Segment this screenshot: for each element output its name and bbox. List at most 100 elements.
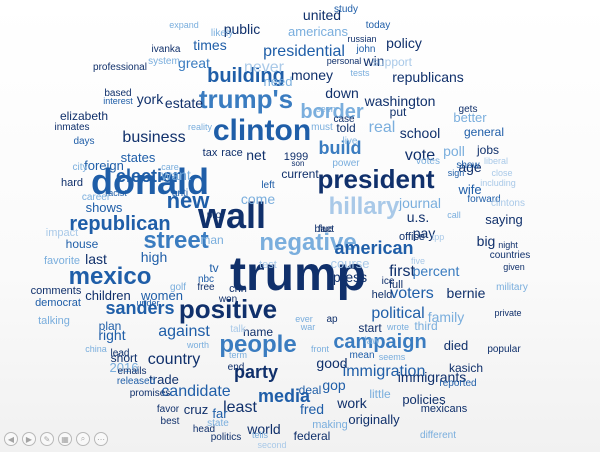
word-russian: russian [347,34,376,44]
word-money: money [291,67,333,83]
word-ivanka: ivanka [152,44,181,55]
word-come: come [241,191,275,207]
word-liberal: liberal [484,156,508,166]
word-released: released [117,376,155,387]
word-york: york [137,91,164,107]
word-reported: reported [439,378,476,389]
word-country: country [148,351,200,368]
word-gop: gop [322,377,346,393]
previous-slide-button[interactable]: ◀ [4,432,18,446]
word-americans: americans [288,24,348,39]
word-live: live [342,136,357,147]
word-children: children [85,288,131,303]
word-clintons: clintons [491,198,525,209]
word-front: front [311,344,330,354]
word-worth: worth [186,340,209,350]
previous-icon: ◀ [8,435,14,444]
word-case: case [333,114,355,125]
word-elizabeth: elizabeth [60,109,108,123]
word-press: press [333,269,367,285]
word-third: third [414,319,437,333]
word-second: second [257,440,286,450]
word-poll: poll [443,143,465,159]
word-clinton: clinton [213,114,311,147]
zoom-button[interactable]: ⌕ [76,432,90,446]
word-seems: seems [379,352,406,362]
word-house: house [66,237,99,251]
word-care: care [161,162,179,172]
word-foreign: foreign [84,158,124,173]
word-down: down [325,85,358,101]
word-expand: expand [169,20,199,30]
word-kasich: kasich [449,361,483,375]
word-name: name [243,325,273,339]
word-wrote: wrote [386,322,409,332]
word-business: business [122,129,185,146]
word-anti: anti [172,188,188,199]
word-least: least [223,399,257,416]
word-end: end [228,362,245,373]
word-race: race [221,147,242,159]
word-favorite: favorite [44,255,80,267]
word-deal: deal [299,383,322,397]
word-left: left [261,180,275,191]
word-inmates: inmates [54,122,89,133]
word-times: times [193,37,226,53]
next-slide-button[interactable]: ▶ [22,432,36,446]
word-full: full [389,279,403,291]
word-republicans: republicans [392,69,464,85]
slide-sorter-button[interactable]: ▦ [58,432,72,446]
word-tv: tv [209,261,218,275]
word-bernie: bernie [447,285,486,301]
word-put: put [390,105,407,119]
word-china: china [85,344,107,354]
word-john: john [356,44,376,55]
word-must: must [311,122,333,133]
word-today: today [366,20,390,31]
word-interest: interest [103,96,133,106]
word-current: current [281,167,319,181]
word-won: won [218,294,237,305]
word-saying: saying [485,212,523,227]
word-originally: originally [348,412,400,427]
word-close: close [491,168,512,178]
word-private: private [494,308,521,318]
word-u-s-: u.s. [407,209,430,225]
word-golf: golf [170,282,186,293]
word-hillary: hillary [329,193,400,220]
edit-button[interactable]: ✎ [40,432,54,446]
word-democrat: democrat [35,297,81,309]
word-career: career [82,192,111,203]
word-ever: ever [295,314,313,324]
word-policy: policy [386,35,422,51]
word-study: study [334,4,358,15]
word-hard: hard [61,177,83,189]
word-died: died [444,338,469,353]
word-test: test [259,259,277,271]
word-start: start [358,321,382,335]
word-term: term [229,350,247,360]
word-mean: mean [349,350,374,361]
word-popular: popular [487,344,521,355]
word-politics: politics [211,432,242,443]
word-federal: federal [294,429,331,443]
word-need: need [264,74,293,89]
slideshow-toolbar: ◀ ▶ ✎ ▦ ⌕ ⋯ [4,432,108,446]
word-likely: likely [211,28,233,39]
word-net: net [246,147,266,163]
word-lead: lead [111,348,130,359]
word-impact: impact [46,227,78,239]
word-jobs: jobs [476,143,499,157]
word-emails: emails [118,366,147,377]
word-personal: personal [327,56,362,66]
word-days: days [73,136,94,147]
word-states: states [121,150,156,165]
word-different: different [420,430,456,441]
word-republican: republican [69,213,170,235]
word-state: state [207,418,229,429]
grid-icon: ▦ [61,435,69,444]
more-options-button[interactable]: ⋯ [94,432,108,446]
next-icon: ▶ [26,435,32,444]
word-making: making [312,419,347,431]
